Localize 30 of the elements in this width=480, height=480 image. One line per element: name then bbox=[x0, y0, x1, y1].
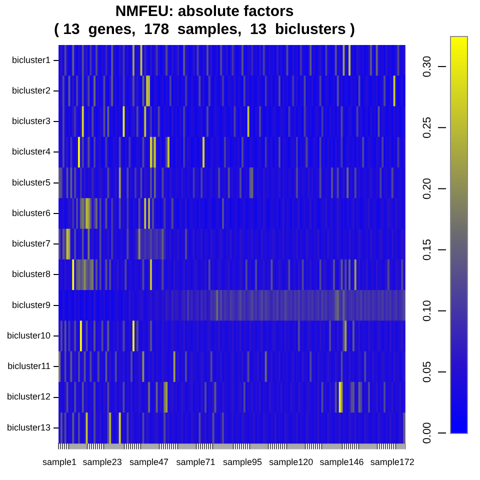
x-tick-label: sample120 bbox=[269, 457, 314, 468]
y-tick-label: bicluster8 bbox=[12, 269, 51, 280]
y-tick-label: bicluster2 bbox=[12, 85, 51, 96]
color-bar-label: 0.10 bbox=[422, 300, 434, 322]
y-tick-label: bicluster5 bbox=[12, 177, 51, 188]
x-tick-label: sample172 bbox=[370, 457, 414, 468]
y-tick-label: bicluster6 bbox=[12, 208, 51, 218]
x-tick-label: sample47 bbox=[130, 457, 169, 468]
y-tick-label: bicluster12 bbox=[6, 392, 51, 402]
x-tick-label: sample146 bbox=[320, 457, 364, 468]
y-tick-label: bicluster9 bbox=[12, 300, 51, 310]
y-tick-label: bicluster10 bbox=[6, 330, 51, 340]
x-tick-label: sample1 bbox=[42, 457, 77, 468]
x-tick-label: sample23 bbox=[82, 457, 122, 468]
chart-title: NMFEU: absolute factors bbox=[115, 3, 294, 20]
color-bar-label: 0.15 bbox=[422, 239, 434, 260]
y-tick-label: bicluster3 bbox=[12, 116, 51, 126]
color-bar-label: 0.30 bbox=[422, 56, 434, 78]
x-tick-label: sample71 bbox=[176, 457, 216, 468]
x-tick-label: sample95 bbox=[222, 457, 262, 468]
chart-subtitle: ( 13 genes, 178 samples, 13 biclusters ) bbox=[54, 21, 355, 38]
color-bar-label: 0.00 bbox=[422, 422, 434, 444]
color-bar-label: 0.25 bbox=[422, 116, 434, 138]
y-tick-label: bicluster11 bbox=[8, 361, 51, 372]
color-bar-label: 0.20 bbox=[422, 178, 434, 200]
y-tick-label: bicluster4 bbox=[12, 146, 51, 157]
y-tick-label: bicluster7 bbox=[12, 238, 51, 249]
y-tick-label: bicluster1 bbox=[12, 54, 51, 65]
y-tick-label: bicluster13 bbox=[6, 422, 51, 432]
color-bar-label: 0.05 bbox=[422, 361, 434, 383]
